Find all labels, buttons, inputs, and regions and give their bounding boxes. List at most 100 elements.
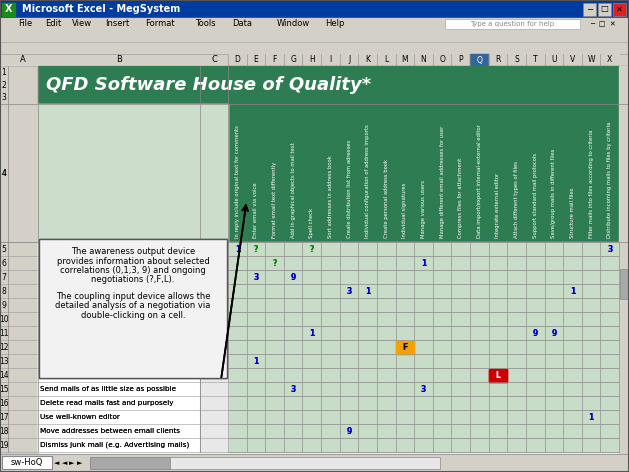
Text: L: L bbox=[384, 56, 388, 65]
Text: Insert: Insert bbox=[105, 19, 129, 28]
Text: Write emails fast/easily: Write emails fast/easily bbox=[40, 246, 124, 252]
Text: negotiations (?,F,L).: negotiations (?,F,L). bbox=[91, 276, 175, 285]
Bar bbox=[0, 104, 228, 242]
Text: Data import/export internal-external editor: Data import/export internal-external edi… bbox=[477, 124, 482, 238]
Text: K: K bbox=[365, 56, 370, 65]
Text: 9: 9 bbox=[291, 272, 296, 281]
Text: Send mails of as little size as possible: Send mails of as little size as possible bbox=[40, 386, 176, 392]
Bar bbox=[228, 54, 247, 66]
Text: 13: 13 bbox=[0, 356, 9, 365]
Text: 3: 3 bbox=[347, 287, 352, 295]
Text: 6: 6 bbox=[1, 259, 6, 268]
Text: Keep using existing address data: Keep using existing address data bbox=[40, 302, 160, 308]
Text: 9: 9 bbox=[1, 301, 6, 310]
FancyBboxPatch shape bbox=[39, 239, 227, 378]
Bar bbox=[0, 66, 38, 454]
Text: Microsoft Excel - MegSystem: Microsoft Excel - MegSystem bbox=[22, 4, 181, 14]
Text: Write emails fast to many users: Write emails fast to many users bbox=[40, 260, 155, 266]
Text: O: O bbox=[439, 56, 445, 65]
Text: Spell check: Spell check bbox=[309, 208, 314, 238]
Bar bbox=[90, 457, 170, 469]
Bar bbox=[433, 54, 452, 66]
Text: B: B bbox=[116, 56, 122, 65]
Text: Enter email via voice: Enter email via voice bbox=[253, 182, 259, 238]
Text: Attach different types of files: Attach different types of files bbox=[514, 161, 519, 238]
Text: ?: ? bbox=[309, 244, 314, 253]
Text: Delete read mails fast and purposely: Delete read mails fast and purposely bbox=[40, 400, 174, 406]
Bar bbox=[619, 66, 629, 454]
Text: 1: 1 bbox=[253, 356, 259, 365]
Text: Compress files for attachment: Compress files for attachment bbox=[459, 158, 463, 238]
Text: negotiations (?,F,L).: negotiations (?,F,L). bbox=[91, 276, 175, 285]
Text: 14: 14 bbox=[0, 371, 9, 379]
Text: 1: 1 bbox=[421, 259, 426, 268]
Text: Reply to mails easily: Reply to mails easily bbox=[40, 330, 114, 336]
Text: G: G bbox=[290, 56, 296, 65]
Text: 15: 15 bbox=[0, 385, 9, 394]
Bar bbox=[396, 340, 414, 354]
Text: 4: 4 bbox=[1, 169, 6, 177]
Text: 17: 17 bbox=[0, 413, 9, 421]
Text: The awareness output device: The awareness output device bbox=[71, 247, 195, 256]
Bar bbox=[489, 369, 507, 381]
Text: ►: ► bbox=[77, 460, 82, 466]
Text: 18: 18 bbox=[0, 427, 9, 436]
Bar bbox=[377, 54, 396, 66]
Text: R: R bbox=[495, 56, 501, 65]
Bar bbox=[470, 54, 489, 66]
Bar bbox=[0, 18, 629, 30]
Text: 1: 1 bbox=[365, 287, 370, 295]
Text: provides information about selected: provides information about selected bbox=[57, 256, 209, 265]
Text: U: U bbox=[551, 56, 557, 65]
Text: Create distribution list from adresses: Create distribution list from adresses bbox=[347, 140, 352, 238]
Bar bbox=[0, 30, 629, 42]
Text: L: L bbox=[496, 371, 501, 379]
Bar bbox=[445, 19, 580, 29]
Text: Window: Window bbox=[277, 19, 310, 28]
Text: Dismiss junk mail (e.g. Advertising mails): Dismiss junk mail (e.g. Advertising mail… bbox=[40, 442, 189, 448]
Bar bbox=[284, 54, 303, 66]
Bar bbox=[563, 54, 582, 66]
Text: Have overview of read mails: Have overview of read mails bbox=[40, 372, 143, 378]
Text: 1: 1 bbox=[309, 329, 314, 337]
Text: Help: Help bbox=[325, 19, 344, 28]
Text: Data: Data bbox=[232, 19, 252, 28]
Text: 1: 1 bbox=[589, 413, 594, 421]
Bar bbox=[228, 242, 619, 452]
Text: 1: 1 bbox=[309, 329, 314, 337]
Text: ?: ? bbox=[272, 259, 277, 268]
Bar bbox=[200, 242, 228, 452]
Text: Structure mail files: Structure mail files bbox=[570, 187, 575, 238]
Text: V: V bbox=[570, 56, 575, 65]
Text: 1: 1 bbox=[2, 68, 6, 77]
FancyBboxPatch shape bbox=[39, 239, 227, 378]
Text: Find read mails fast: Find read mails fast bbox=[40, 316, 111, 322]
Text: 16: 16 bbox=[0, 398, 9, 407]
Text: 7: 7 bbox=[1, 272, 6, 281]
Text: C: C bbox=[211, 56, 217, 65]
Text: The coupling input device allows the: The coupling input device allows the bbox=[56, 292, 210, 301]
Text: A: A bbox=[20, 56, 26, 65]
Text: 8: 8 bbox=[2, 287, 6, 295]
Text: Integrate external editor: Integrate external editor bbox=[496, 173, 501, 238]
Text: Design mailbody individually: Design mailbody individually bbox=[40, 288, 144, 294]
Text: 3: 3 bbox=[1, 93, 6, 102]
Text: L: L bbox=[496, 371, 501, 379]
Text: Support standard mail protocols: Support standard mail protocols bbox=[533, 153, 538, 238]
Bar bbox=[601, 54, 619, 66]
Text: detailed analysis of a negotiation via: detailed analysis of a negotiation via bbox=[55, 301, 211, 310]
Bar bbox=[582, 54, 601, 66]
Text: J: J bbox=[348, 56, 350, 65]
Bar bbox=[90, 457, 440, 469]
Bar bbox=[414, 54, 433, 66]
Text: 3: 3 bbox=[291, 385, 296, 394]
Bar bbox=[38, 242, 200, 452]
Text: 3: 3 bbox=[421, 385, 426, 394]
Text: Manage other users' email addressees: Manage other users' email addressees bbox=[40, 344, 180, 350]
Text: 4: 4 bbox=[1, 169, 6, 177]
Bar bbox=[303, 54, 321, 66]
Text: 5: 5 bbox=[1, 244, 6, 253]
Bar bbox=[0, 0, 629, 18]
Text: 1: 1 bbox=[235, 244, 240, 253]
Text: F: F bbox=[272, 56, 277, 65]
